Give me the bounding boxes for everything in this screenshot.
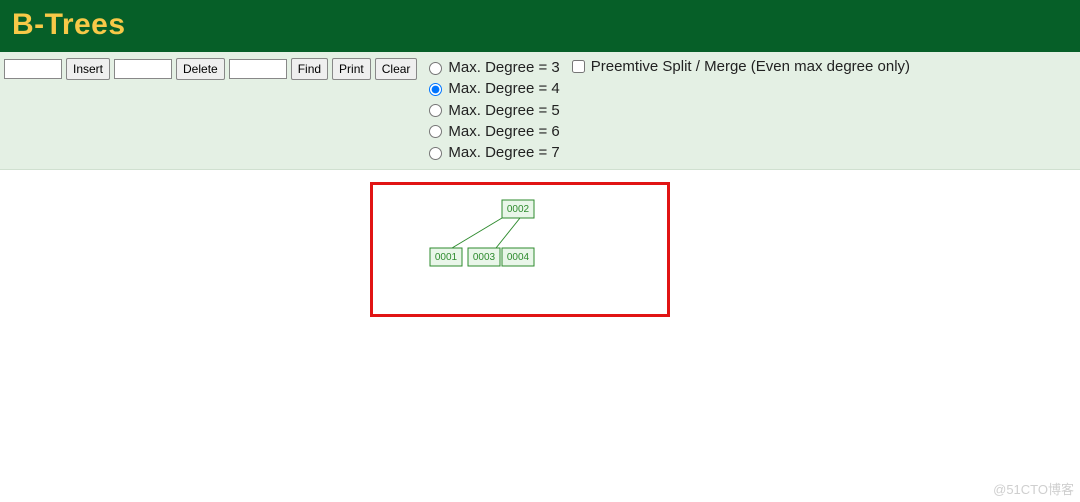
page-title: B-Trees (12, 8, 1068, 42)
degree-option-7[interactable]: Max. Degree = 7 (429, 143, 559, 163)
degree-label: Max. Degree = 4 (448, 79, 559, 99)
degree-label: Max. Degree = 6 (448, 122, 559, 142)
degree-option-4[interactable]: Max. Degree = 4 (429, 79, 559, 99)
page-header: B-Trees (0, 0, 1080, 52)
degree-option-6[interactable]: Max. Degree = 6 (429, 122, 559, 142)
svg-text:0001: 0001 (435, 252, 458, 263)
controls-panel: Insert Delete Find Print Clear Max. Degr… (0, 52, 1080, 170)
degree-radio-5[interactable] (429, 104, 442, 117)
preemptive-option[interactable]: Preemtive Split / Merge (Even max degree… (572, 58, 910, 75)
svg-text:0004: 0004 (507, 252, 530, 263)
print-button[interactable]: Print (332, 58, 371, 80)
visualization-canvas: 0002 0001 0003 0004 (0, 170, 1080, 490)
find-input[interactable] (229, 59, 287, 79)
insert-input[interactable] (4, 59, 62, 79)
preemptive-group: Preemtive Split / Merge (Even max degree… (572, 58, 910, 75)
degree-radio-group: Max. Degree = 3 Max. Degree = 4 Max. Deg… (429, 58, 559, 163)
degree-label: Max. Degree = 7 (448, 143, 559, 163)
degree-radio-3[interactable] (429, 62, 442, 75)
find-button[interactable]: Find (291, 58, 328, 80)
svg-text:0002: 0002 (507, 204, 530, 215)
delete-button[interactable]: Delete (176, 58, 225, 80)
degree-option-3[interactable]: Max. Degree = 3 (429, 58, 559, 78)
clear-button[interactable]: Clear (375, 58, 418, 80)
degree-radio-6[interactable] (429, 125, 442, 138)
insert-button[interactable]: Insert (66, 58, 110, 80)
degree-label: Max. Degree = 5 (448, 101, 559, 121)
btree-diagram: 0002 0001 0003 0004 (370, 182, 670, 317)
preemptive-label: Preemtive Split / Merge (Even max degree… (591, 58, 910, 75)
svg-text:0003: 0003 (473, 252, 496, 263)
degree-radio-4[interactable] (429, 83, 442, 96)
watermark: @51CTO博客 (993, 479, 1074, 498)
degree-option-5[interactable]: Max. Degree = 5 (429, 101, 559, 121)
degree-radio-7[interactable] (429, 147, 442, 160)
degree-label: Max. Degree = 3 (448, 58, 559, 78)
controls-row: Insert Delete Find Print Clear (4, 58, 417, 80)
delete-input[interactable] (114, 59, 172, 79)
preemptive-checkbox[interactable] (572, 60, 585, 73)
